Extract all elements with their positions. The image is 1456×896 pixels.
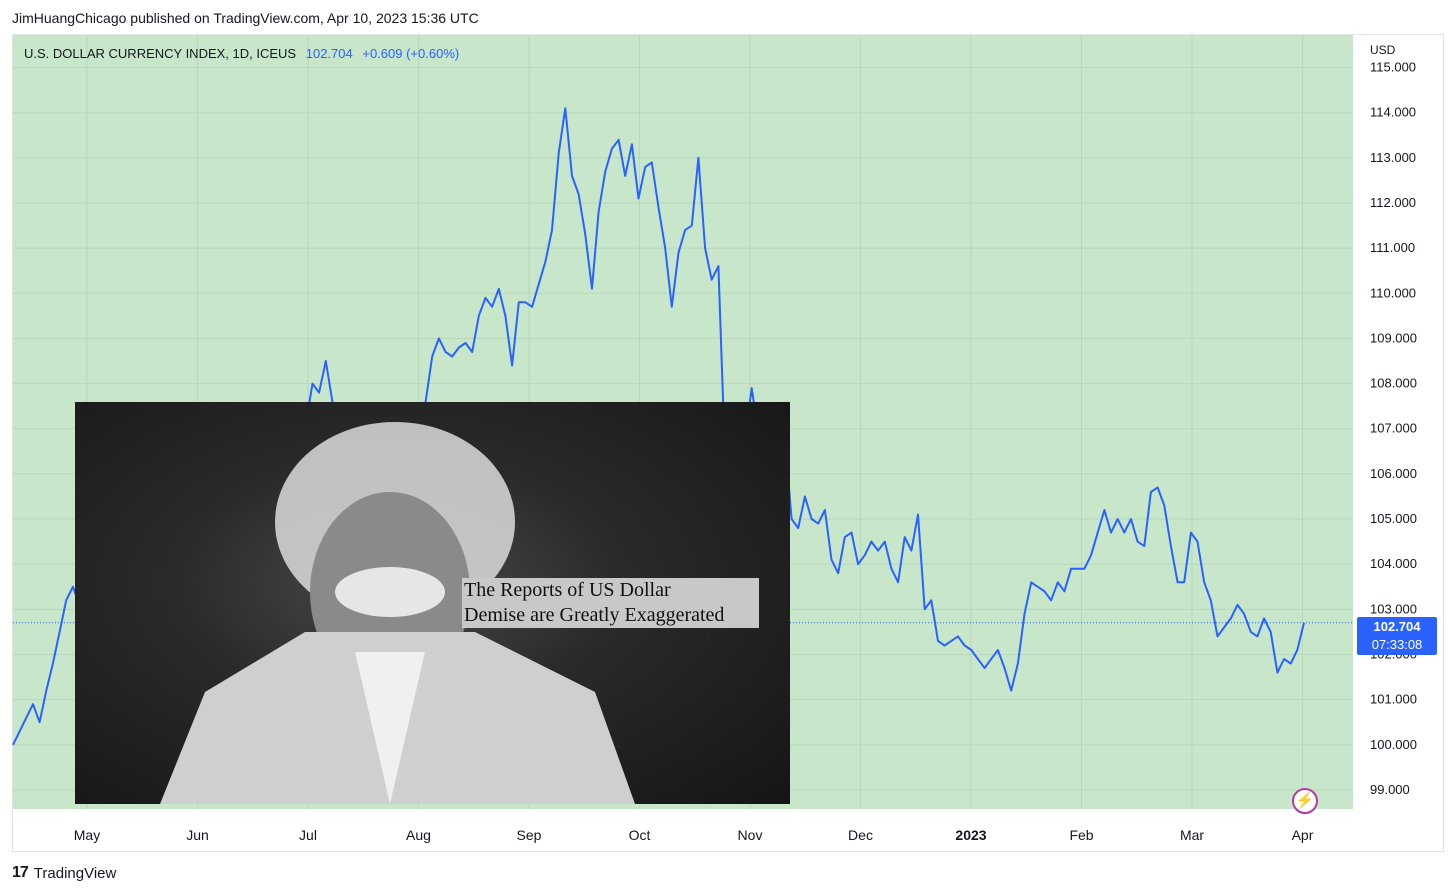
x-tick-label: Aug — [406, 827, 431, 843]
y-tick-label: 107.000 — [1370, 421, 1417, 436]
footer-brand-text: TradingView — [33, 864, 117, 882]
portrait-drawing — [160, 422, 635, 804]
bar-countdown: 07:33:08 — [1371, 637, 1423, 652]
legend-symbol: U.S. DOLLAR CURRENCY INDEX, 1D, ICEUS — [24, 46, 297, 61]
x-tick-label: 2023 — [955, 827, 986, 843]
publisher-line: JimHuangChicago published on TradingView… — [12, 10, 479, 26]
bolt-icon[interactable]: ⚡ — [1292, 788, 1318, 814]
y-tick-label: 106.000 — [1370, 466, 1417, 481]
x-tick-label: Feb — [1069, 827, 1093, 843]
y-tick-label: 115.000 — [1370, 60, 1416, 75]
y-tick-label: 101.000 — [1370, 692, 1417, 707]
x-tick-label: Mar — [1180, 827, 1204, 843]
last-price-label: 102.704 07:33:08 — [1357, 617, 1437, 655]
x-tick-label: Jun — [186, 827, 209, 843]
caption-line-1: The Reports of US Dollar — [464, 579, 671, 601]
last-price-value: 102.704 — [1373, 619, 1421, 634]
chart-legend: U.S. DOLLAR CURRENCY INDEX, 1D, ICEUS 10… — [24, 46, 459, 61]
x-tick-label: Nov — [738, 827, 763, 843]
y-tick-label: 105.000 — [1370, 511, 1417, 526]
x-tick-label: Apr — [1292, 827, 1314, 843]
portrait-image — [75, 402, 790, 804]
x-tick-label: Oct — [629, 827, 651, 843]
y-tick-label: 100.000 — [1370, 737, 1417, 752]
y-tick-label: 103.000 — [1370, 601, 1417, 616]
y-tick-label: 113.000 — [1370, 150, 1416, 165]
y-tick-label: 110.000 — [1370, 285, 1416, 300]
tradingview-logo-icon: 17 — [12, 864, 29, 881]
y-tick-label: 104.000 — [1370, 556, 1417, 571]
x-tick-label: May — [74, 827, 100, 843]
photo-caption: The Reports of US Dollar Demise are Grea… — [462, 578, 759, 628]
x-tick-label: Jul — [299, 827, 317, 843]
y-tick-label: 112.000 — [1370, 195, 1416, 210]
y-tick-label: 111.000 — [1370, 240, 1415, 255]
caption-line-2: Demise are Greatly Exaggerated — [464, 604, 725, 626]
x-tick-label: Sep — [517, 827, 542, 843]
y-tick-label: 99.000 — [1370, 782, 1410, 797]
legend-change: +0.609 (+0.60%) — [362, 46, 460, 61]
legend-last-value: 102.704 — [305, 46, 353, 61]
y-tick-label: 114.000 — [1370, 105, 1416, 120]
y-tick-label: 109.000 — [1370, 330, 1417, 345]
currency-label[interactable]: USD — [1370, 43, 1396, 57]
x-tick-label: Dec — [848, 827, 873, 843]
y-tick-label: 108.000 — [1370, 376, 1417, 391]
footer-brand[interactable]: 17 TradingView — [12, 864, 116, 882]
